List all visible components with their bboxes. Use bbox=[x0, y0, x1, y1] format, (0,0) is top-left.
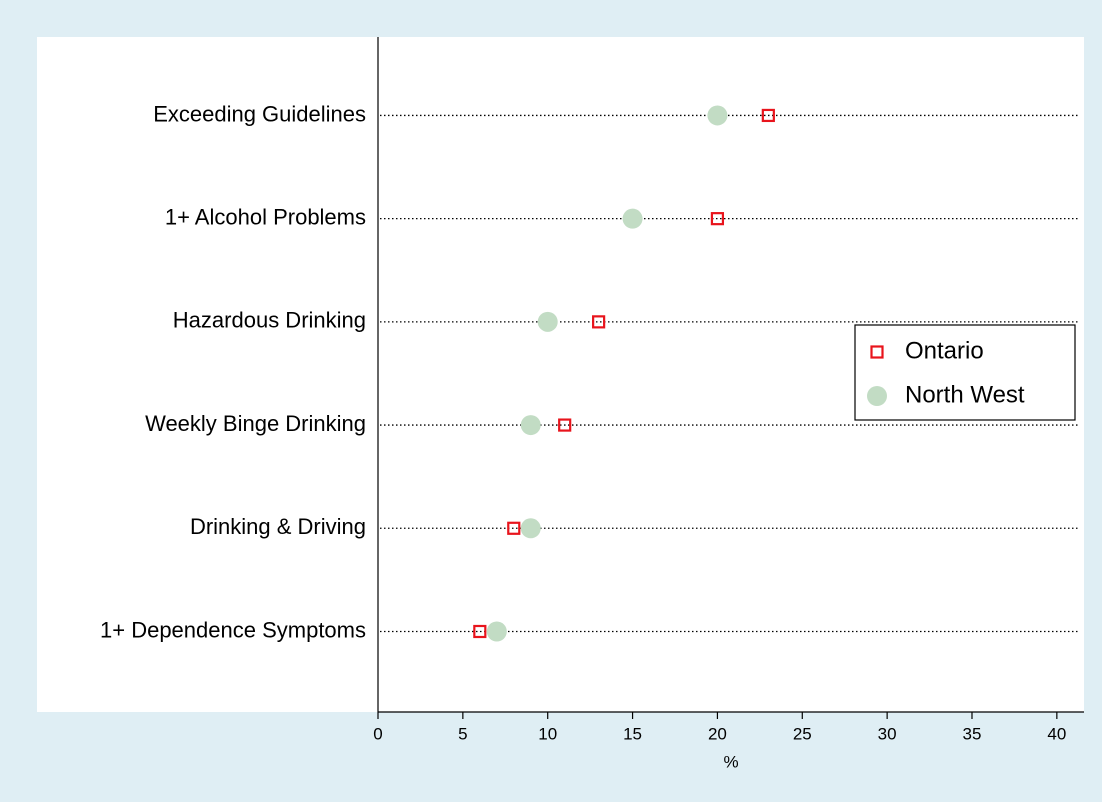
y-tick-label: 1+ Alcohol Problems bbox=[165, 204, 366, 229]
dot bbox=[707, 105, 728, 126]
y-tick-label: 1+ Dependence Symptoms bbox=[100, 617, 366, 642]
dot bbox=[870, 345, 884, 359]
dot bbox=[473, 624, 487, 639]
x-tick-label: 5 bbox=[458, 724, 467, 743]
x-tick-label: 15 bbox=[623, 724, 642, 743]
dot bbox=[520, 518, 541, 539]
legend-label: North West bbox=[905, 381, 1025, 408]
dot bbox=[520, 415, 541, 436]
x-axis-label: % bbox=[723, 752, 738, 771]
dot bbox=[867, 386, 887, 406]
dot bbox=[558, 418, 572, 432]
x-tick-label: 25 bbox=[793, 724, 812, 743]
y-tick-label: Drinking & Driving bbox=[190, 514, 366, 539]
x-tick-label: 20 bbox=[708, 724, 727, 743]
x-tick-label: 10 bbox=[538, 724, 557, 743]
legend-label: Ontario bbox=[905, 337, 984, 364]
dot bbox=[710, 212, 725, 226]
y-tick-label: Exceeding Guidelines bbox=[153, 101, 366, 126]
dot bbox=[537, 311, 558, 332]
y-tick-label: Hazardous Drinking bbox=[173, 308, 366, 333]
dot bbox=[486, 621, 507, 642]
dot bbox=[622, 208, 643, 229]
dot bbox=[507, 521, 521, 535]
x-tick-label: 40 bbox=[1047, 724, 1066, 743]
x-tick-label: 30 bbox=[878, 724, 897, 743]
dot bbox=[592, 315, 606, 329]
dot bbox=[761, 108, 775, 123]
x-tick-label: 0 bbox=[373, 724, 382, 743]
legend-box bbox=[854, 324, 1076, 421]
y-tick-label: Weekly Binge Drinking bbox=[145, 411, 366, 436]
x-tick-label: 35 bbox=[963, 724, 982, 743]
